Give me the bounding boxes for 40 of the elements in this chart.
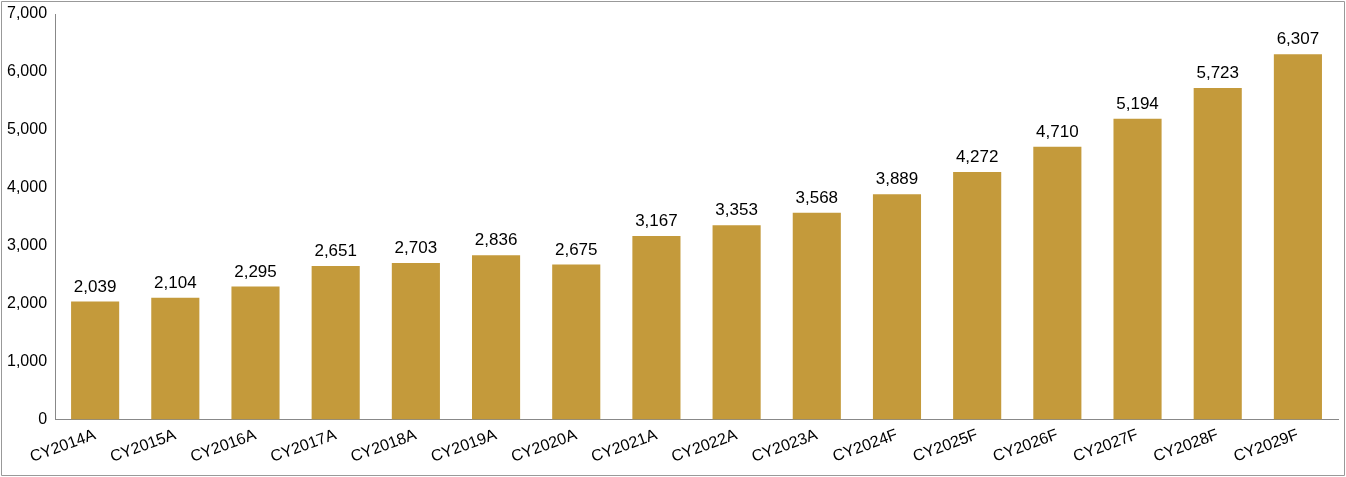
- y-tick-label: 0: [38, 409, 48, 427]
- data-label: 2,651: [314, 241, 357, 261]
- data-label: 3,353: [715, 200, 758, 220]
- y-tick-label: 1,000: [6, 352, 48, 370]
- bar: [712, 225, 761, 420]
- bar: [1033, 146, 1082, 420]
- data-label: 4,710: [1036, 121, 1079, 141]
- bar: [1273, 54, 1322, 420]
- data-label: 3,568: [795, 188, 839, 208]
- data-label: 3,167: [635, 211, 678, 231]
- bar: [792, 212, 841, 420]
- bar: [71, 301, 120, 420]
- data-label: 6,307: [1276, 29, 1320, 49]
- bar: [472, 255, 521, 420]
- y-tick-label: 4,000: [6, 178, 48, 196]
- data-label: 2,836: [474, 230, 518, 250]
- data-label: 2,104: [154, 272, 197, 292]
- bar: [1113, 118, 1162, 420]
- data-label: 5,723: [1196, 63, 1239, 83]
- y-tick-label: 2,000: [6, 294, 48, 312]
- bar: [391, 262, 440, 420]
- y-tick-label: 5,000: [6, 120, 48, 138]
- bar: [151, 297, 200, 420]
- y-tick-label: 3,000: [6, 236, 48, 254]
- data-label: 2,039: [73, 276, 117, 296]
- y-tick-label: 7,000: [6, 4, 48, 22]
- bar: [311, 265, 360, 420]
- data-label: 2,295: [234, 261, 277, 281]
- bar: [632, 236, 681, 420]
- y-tick-label: 6,000: [6, 62, 48, 80]
- bar: [953, 172, 1002, 420]
- data-label: 2,675: [554, 239, 598, 259]
- data-label: 2,703: [394, 238, 438, 258]
- data-label: 4,272: [955, 147, 999, 167]
- bar: [552, 264, 601, 420]
- data-label: 5,194: [1116, 93, 1159, 113]
- data-label: 3,889: [875, 169, 919, 189]
- bar: [872, 194, 922, 420]
- bar: [231, 286, 280, 420]
- bar: [1193, 87, 1242, 420]
